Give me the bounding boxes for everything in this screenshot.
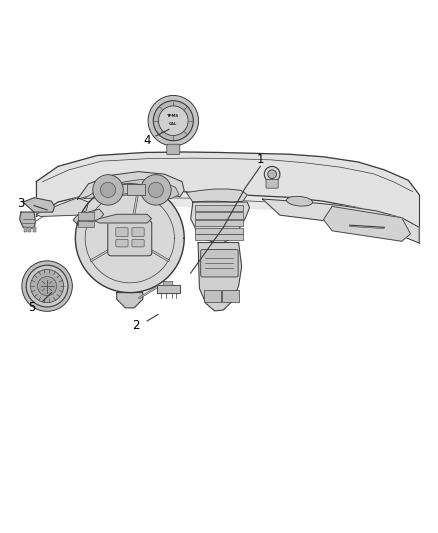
Circle shape <box>159 106 188 135</box>
FancyBboxPatch shape <box>195 205 244 211</box>
FancyBboxPatch shape <box>78 221 94 227</box>
Polygon shape <box>73 209 104 225</box>
Circle shape <box>26 265 68 307</box>
Circle shape <box>31 270 64 303</box>
Circle shape <box>22 261 72 311</box>
Bar <box>33 228 36 232</box>
Ellipse shape <box>286 196 313 206</box>
Polygon shape <box>117 293 143 308</box>
FancyBboxPatch shape <box>163 281 173 286</box>
FancyBboxPatch shape <box>78 212 94 220</box>
Polygon shape <box>186 189 247 202</box>
Polygon shape <box>323 206 410 241</box>
Polygon shape <box>75 184 184 293</box>
Bar <box>24 228 27 232</box>
Polygon shape <box>20 212 35 228</box>
Polygon shape <box>84 180 179 199</box>
Circle shape <box>38 277 57 296</box>
Circle shape <box>264 166 280 182</box>
FancyBboxPatch shape <box>223 289 240 302</box>
Polygon shape <box>36 152 419 214</box>
FancyBboxPatch shape <box>266 180 278 188</box>
FancyBboxPatch shape <box>195 212 244 219</box>
FancyBboxPatch shape <box>132 239 144 247</box>
FancyBboxPatch shape <box>195 228 244 235</box>
Circle shape <box>148 95 198 146</box>
Text: 5: 5 <box>28 301 35 314</box>
Text: 1: 1 <box>257 154 264 166</box>
Circle shape <box>268 170 276 179</box>
Polygon shape <box>36 198 88 216</box>
Text: 4: 4 <box>143 134 151 147</box>
Polygon shape <box>262 199 419 243</box>
FancyBboxPatch shape <box>204 289 221 302</box>
Circle shape <box>93 175 123 205</box>
Text: 3: 3 <box>17 197 25 210</box>
FancyBboxPatch shape <box>116 239 128 247</box>
Circle shape <box>100 182 116 198</box>
Polygon shape <box>95 214 152 223</box>
Polygon shape <box>191 202 250 243</box>
Polygon shape <box>36 152 419 243</box>
FancyBboxPatch shape <box>167 144 180 155</box>
Text: 2: 2 <box>133 319 140 332</box>
FancyBboxPatch shape <box>132 228 144 237</box>
Text: TPMS: TPMS <box>167 115 180 118</box>
Circle shape <box>141 175 171 205</box>
Circle shape <box>148 182 163 198</box>
FancyBboxPatch shape <box>116 228 128 237</box>
Polygon shape <box>23 198 54 212</box>
Polygon shape <box>157 285 180 293</box>
FancyBboxPatch shape <box>127 184 145 195</box>
FancyBboxPatch shape <box>195 234 244 240</box>
Bar <box>28 228 32 232</box>
Circle shape <box>153 101 193 141</box>
Polygon shape <box>198 243 242 311</box>
FancyBboxPatch shape <box>195 220 244 227</box>
FancyBboxPatch shape <box>108 221 152 256</box>
FancyBboxPatch shape <box>201 249 238 277</box>
Polygon shape <box>78 172 184 199</box>
Text: CAL: CAL <box>169 122 177 126</box>
